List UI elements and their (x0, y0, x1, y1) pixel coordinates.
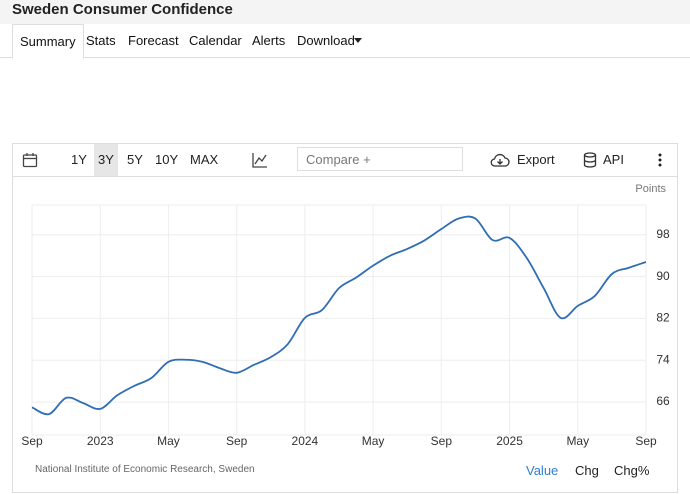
tab-bar: Summary Stats Forecast Calendar Alerts D… (0, 24, 690, 59)
range-button[interactable]: 1Y (71, 152, 87, 167)
y-tick-label: 74 (656, 352, 670, 366)
source-note: National Institute of Economic Research,… (35, 464, 255, 475)
y-axis-label: Points (635, 183, 666, 195)
y-tick-label: 66 (656, 394, 670, 408)
tab[interactable]: Stats (86, 33, 116, 48)
dropdown-caret (354, 38, 362, 43)
more-menu[interactable] (658, 153, 662, 167)
data-line (31, 215, 647, 416)
x-tick-label: Sep (431, 434, 453, 448)
tab[interactable]: Calendar (189, 33, 242, 48)
export-icon[interactable] (490, 153, 510, 168)
y-tick-label: 98 (656, 227, 670, 241)
tab[interactable]: Summary (12, 24, 84, 59)
x-tick-label: May (157, 434, 180, 448)
range-button[interactable]: 10Y (155, 152, 179, 167)
chart-toolbar: 1Y 3Y 5Y 10Y MAX Compare + Export API (12, 143, 678, 177)
range-button[interactable]: MAX (190, 152, 219, 167)
view-mode[interactable]: Chg (575, 463, 599, 478)
y-tick-label: 82 (656, 311, 670, 325)
chart-panel (12, 176, 678, 493)
page-title: Sweden Consumer Confidence (12, 1, 233, 18)
x-tick-label: Sep (635, 434, 657, 448)
calendar-icon[interactable] (22, 152, 38, 168)
plot-frame (31, 204, 647, 436)
x-tick-label: 2024 (292, 434, 319, 448)
x-tick-label: May (566, 434, 589, 448)
y-tick-label: 90 (656, 269, 670, 283)
x-tick-label: 2025 (496, 434, 523, 448)
view-mode[interactable]: Value (526, 463, 559, 478)
export-button[interactable]: Export (517, 152, 555, 167)
tab[interactable]: Download (297, 33, 355, 48)
chart-type-icon[interactable] (252, 152, 268, 168)
range-button[interactable]: 3Y (94, 144, 118, 176)
range-button[interactable]: 5Y (127, 152, 143, 167)
compare-input[interactable]: Compare + (297, 147, 463, 171)
api-icon[interactable] (583, 152, 597, 168)
x-tick-label: 2023 (87, 434, 114, 448)
header-bar (0, 0, 690, 24)
x-tick-label: Sep (21, 434, 43, 448)
tab[interactable]: Alerts (252, 33, 286, 48)
tab[interactable]: Forecast (128, 33, 179, 48)
x-tick-label: May (362, 434, 385, 448)
api-button[interactable]: API (603, 152, 624, 167)
x-tick-label: Sep (226, 434, 248, 448)
view-mode[interactable]: Chg% (614, 463, 650, 478)
